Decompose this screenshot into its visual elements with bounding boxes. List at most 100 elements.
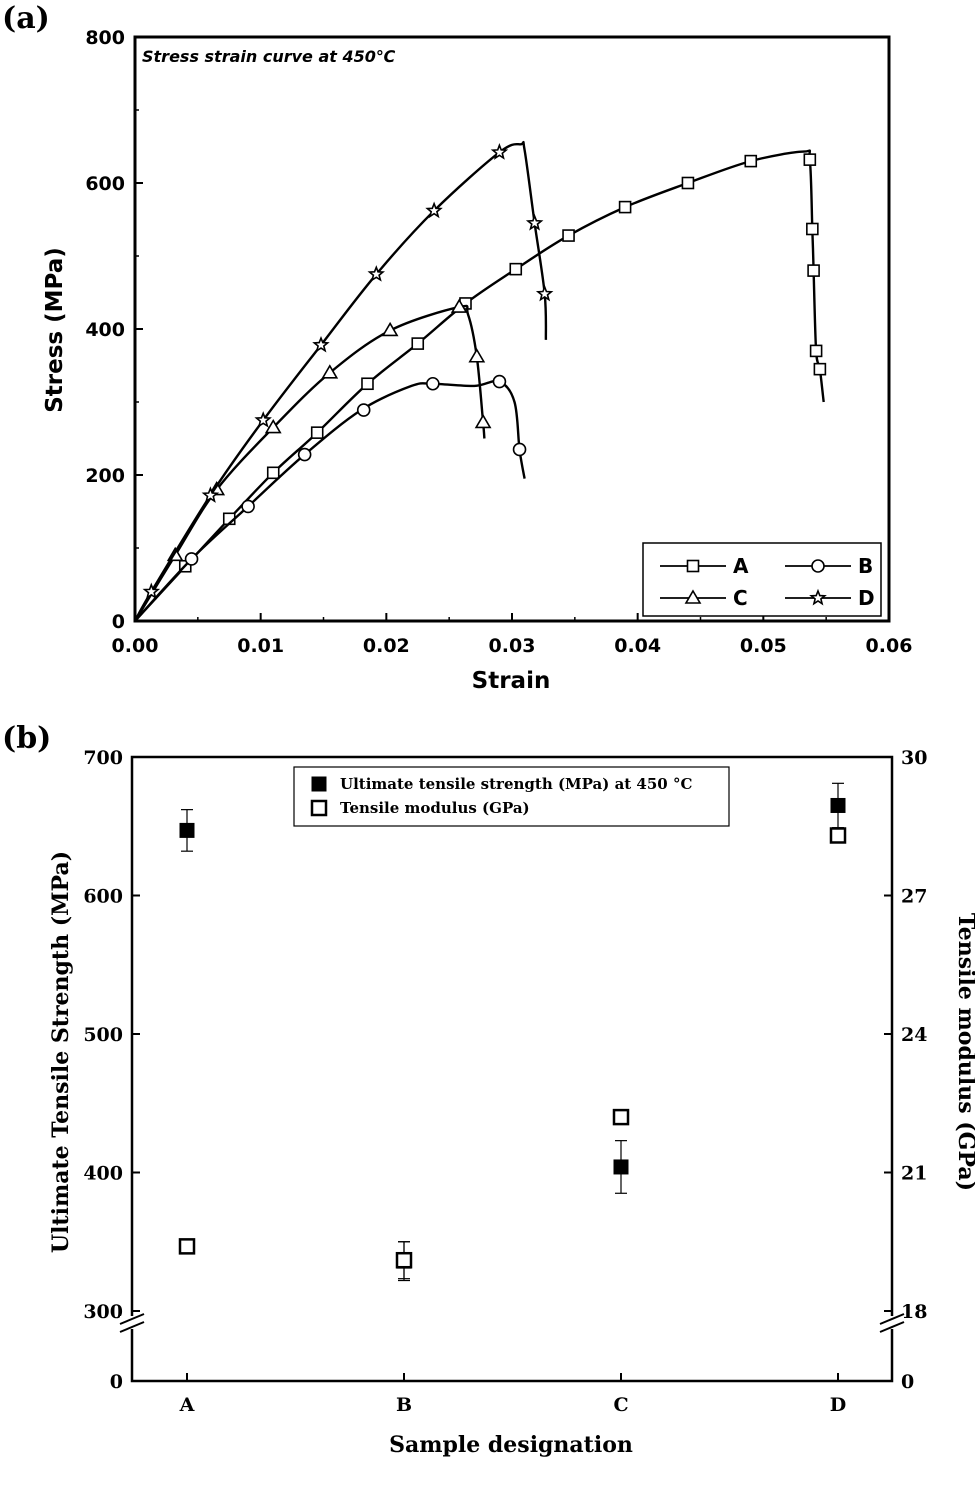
panel-b-left-axis-break [119, 1321, 145, 1333]
panel-b-x-tick-label: B [396, 1394, 412, 1416]
panel-b-left-axis-break [119, 1313, 145, 1325]
panel-b-right-tick-label: 30 [901, 747, 927, 769]
panel-b-legend: Ultimate tensile strength (MPa) at 450 °… [293, 766, 730, 827]
panel-a-series-D-point [490, 143, 509, 160]
panel-a-series-A-point [809, 344, 823, 358]
panel-b-right-axis-break [879, 1321, 905, 1333]
panel-a-series-B-point [512, 442, 527, 457]
panel-a-legend-marker-C [684, 589, 702, 604]
panel-b-point-D-modulus [829, 827, 847, 844]
panel-a-legend-label-A: A [733, 554, 749, 578]
panel-a-series-D-point [367, 265, 385, 282]
panel-a-x-tick-label: 0.02 [363, 635, 410, 657]
panel-a-series-A-point [266, 466, 280, 480]
panel-a-series-D-point [425, 201, 443, 219]
panel-b-right-zero-label: 0 [901, 1371, 914, 1393]
panel-a-legend: A B C D [642, 542, 882, 617]
panel-b-x-tick-label: A [179, 1394, 195, 1416]
panel-a-series-A-point [807, 264, 820, 277]
panel-a-series-A-point [562, 229, 575, 242]
panel-a-series-D-point [525, 213, 544, 231]
panel-b-point-C-modulus [612, 1108, 630, 1126]
panel-b-right-tick-label: 21 [901, 1163, 927, 1185]
panel-a-x-tick-label: 0.05 [740, 635, 787, 657]
panel-a-label: (a) [2, 1, 50, 36]
panel-a-series-B-point [426, 376, 440, 391]
panel-a-y-axis-label: Stress (MPa) [42, 247, 68, 413]
panel-b-x-tick-label: D [830, 1394, 846, 1416]
panel-a-series-B-point [492, 374, 507, 389]
panel-a-x-axis-label: Strain [472, 668, 551, 694]
panel-b-left-axis-label: Ultimate Tensile Strength (MPa) [48, 851, 74, 1253]
panel-b-legend-box [293, 766, 730, 827]
panel-a-y-tick-label: 0 [112, 611, 125, 633]
panel-b-left-zero-label: 0 [110, 1371, 123, 1393]
panel-a-series-A-point [509, 262, 523, 276]
panel-a-series-D-point [254, 411, 272, 428]
panel-a-x-tick-label: 0.01 [237, 635, 284, 657]
panel-a-legend-marker-B [811, 559, 825, 573]
panel-b-left-axis-break-gap [120, 1316, 144, 1329]
panel-b-legend-marker-2 [310, 799, 328, 817]
panel-b-label: (b) [2, 721, 51, 756]
panel-a-series-D-point [201, 486, 220, 503]
panel-b-right-axis-label: Tensile modulus (GPa) [953, 913, 975, 1191]
panel-a-series-C-point [381, 321, 399, 337]
panel-a-series-C-line [133, 304, 486, 622]
panel-a-y-tick-label: 200 [85, 465, 125, 487]
panel-a-plot-frame [133, 35, 891, 623]
panel-a-y-tick-label: 800 [85, 27, 125, 49]
panel-a-series-B-point [356, 403, 371, 417]
panel-b-x-axis-label: Sample designation [389, 1432, 633, 1458]
panel-a-series-C-point [468, 348, 486, 363]
panel-a-annotation: Stress strain curve at 450℃ [142, 47, 396, 66]
panel-a-series-A-point [803, 153, 817, 166]
panel-a-x-tick-label: 0.06 [866, 635, 913, 657]
panel-a-series-D-point [142, 582, 161, 600]
panel-a-series-B-point [184, 552, 199, 566]
panel-b-left-tick-label: 300 [83, 1301, 123, 1323]
panel-b-right-axis-break [879, 1313, 905, 1325]
panel-b-point-A-modulus [178, 1238, 196, 1255]
panel-a-legend-box [642, 542, 882, 617]
panel-a-series-B-point [241, 499, 255, 514]
panel-b-right-tick-label: 27 [901, 886, 927, 908]
panel-a-legend-label-C: C [733, 586, 748, 610]
panel-a-series-C-point [474, 413, 492, 429]
panel-a-y-tick-label: 400 [85, 319, 125, 341]
panel-a-series-B-line [134, 379, 526, 622]
panel-a-series-C-point [450, 298, 468, 313]
panel-a-series-A-point [681, 176, 695, 190]
panel-a-series-A-point [806, 222, 819, 236]
panel-a-y-tick-label: 600 [85, 173, 125, 195]
panel-b-right-tick-label: 18 [901, 1301, 927, 1323]
panel-a-series-A-point [310, 426, 324, 439]
panel-a-series-A-point [361, 377, 374, 391]
panel-a-x-tick-label: 0.00 [112, 635, 159, 657]
panel-b-point-B-modulus [395, 1251, 413, 1269]
panel-a-series-D-line [133, 140, 548, 622]
panel-a-series-A-point [618, 200, 632, 214]
panel-a-series-C-point [321, 364, 339, 379]
panel-b-right-axis-break-gap [880, 1316, 904, 1329]
panel-a-series-D-point [535, 284, 554, 302]
panel-a-series-A-point [744, 154, 758, 168]
panel-a-x-tick-label: 0.04 [614, 635, 661, 657]
panel-b-point-C-strength [613, 1159, 629, 1175]
panel-a-legend-label-B: B [858, 554, 873, 578]
panel-a-x-tick-label: 0.03 [489, 635, 536, 657]
panel-a-legend-marker-D [809, 588, 827, 606]
panel-b-legend-label-2: Tensile modulus (GPa) [340, 799, 530, 817]
panel-a-series-D-point [312, 335, 330, 353]
panel-b-point-A-strength [179, 822, 195, 838]
panel-a-series-A-point [411, 337, 425, 350]
panel-a-series-B-point [297, 447, 312, 462]
panel-b-left-tick-label: 700 [83, 747, 123, 769]
panel-b-plot-frame [130, 755, 894, 1383]
panel-a-legend-label-D: D [858, 586, 875, 610]
panel-a-series-A-point [813, 362, 827, 376]
panel-b-right-tick-label: 24 [901, 1024, 927, 1046]
panel-b-x-tick-label: C [613, 1394, 628, 1416]
panel-a-series-C-point [264, 418, 282, 434]
